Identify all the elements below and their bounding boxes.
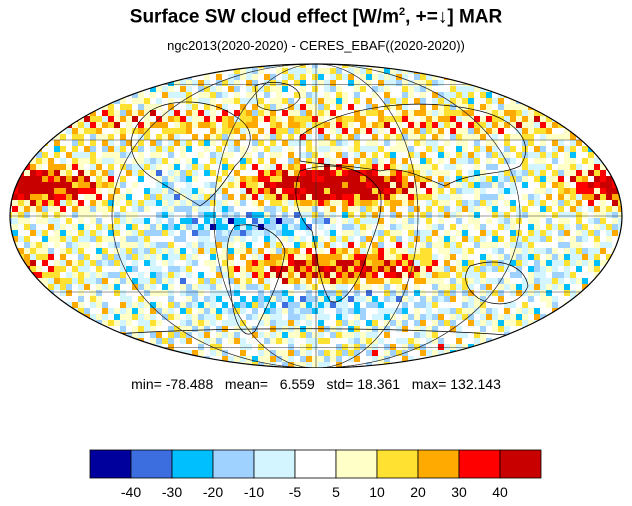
stat-min-label: min= [131,376,162,392]
coastlines [89,82,541,339]
title-text: Surface SW cloud effect [W/m [129,6,399,28]
stat-max-value: 132.143 [450,376,501,392]
coast-north-america [130,101,251,207]
colorbar-swatch [253,449,296,479]
colorbar-tick-label: 10 [369,484,385,500]
colorbar-swatch [89,449,132,479]
statistics-line: min= -78.488 mean= 6.559 std= 18.361 max… [0,376,632,392]
colorbar-swatch [499,449,542,479]
plot-title: Surface SW cloud effect [W/m2, +=↓] MAR [0,6,632,28]
title-superscript: 2 [398,6,406,18]
coast-south-america [226,224,286,335]
colorbar-swatch [376,449,419,479]
colorbar-tick-label: 30 [451,484,467,500]
colorbar-tick-label: -40 [120,484,142,500]
coast-eurasia [299,103,526,187]
plot-subtitle: ngc2013(2020-2020) - CERES_EBAF((2020-20… [167,38,465,53]
coast-africa [295,165,382,303]
colorbar-swatch [417,449,460,479]
stat-std-label: std= [326,376,354,392]
colorbar-swatch [335,449,378,479]
colorbar-swatch [212,449,255,479]
colorbar [89,449,542,479]
colorbar-tick-label: -30 [161,484,183,500]
stat-mean-value: 6.559 [279,376,315,392]
colorbar-swatch [171,449,214,479]
stat-std-value: 18.361 [357,376,401,392]
colorbar-tick-label: -20 [202,484,224,500]
title-suffix: , +=↓] MAR [405,6,503,28]
colorbar-swatch [458,449,501,479]
coast-antarctica [89,328,541,339]
colorbar-swatch [130,449,173,479]
world-map [9,63,623,368]
stat-min-value: -78.488 [165,376,214,392]
colorbar-tick-label: 40 [492,484,508,500]
colorbar-tick-label: 5 [332,484,340,500]
coast-greenland [254,82,301,111]
colorbar-tick-label: -5 [288,484,302,500]
colorbar-swatch [294,449,337,479]
map-border [9,63,623,368]
coast-australia [465,261,529,305]
stat-mean-label: mean= [224,376,269,392]
stat-max-label: max= [411,376,447,392]
colorbar-tick-label: -10 [243,484,265,500]
colorbar-tick-label: 20 [410,484,426,500]
